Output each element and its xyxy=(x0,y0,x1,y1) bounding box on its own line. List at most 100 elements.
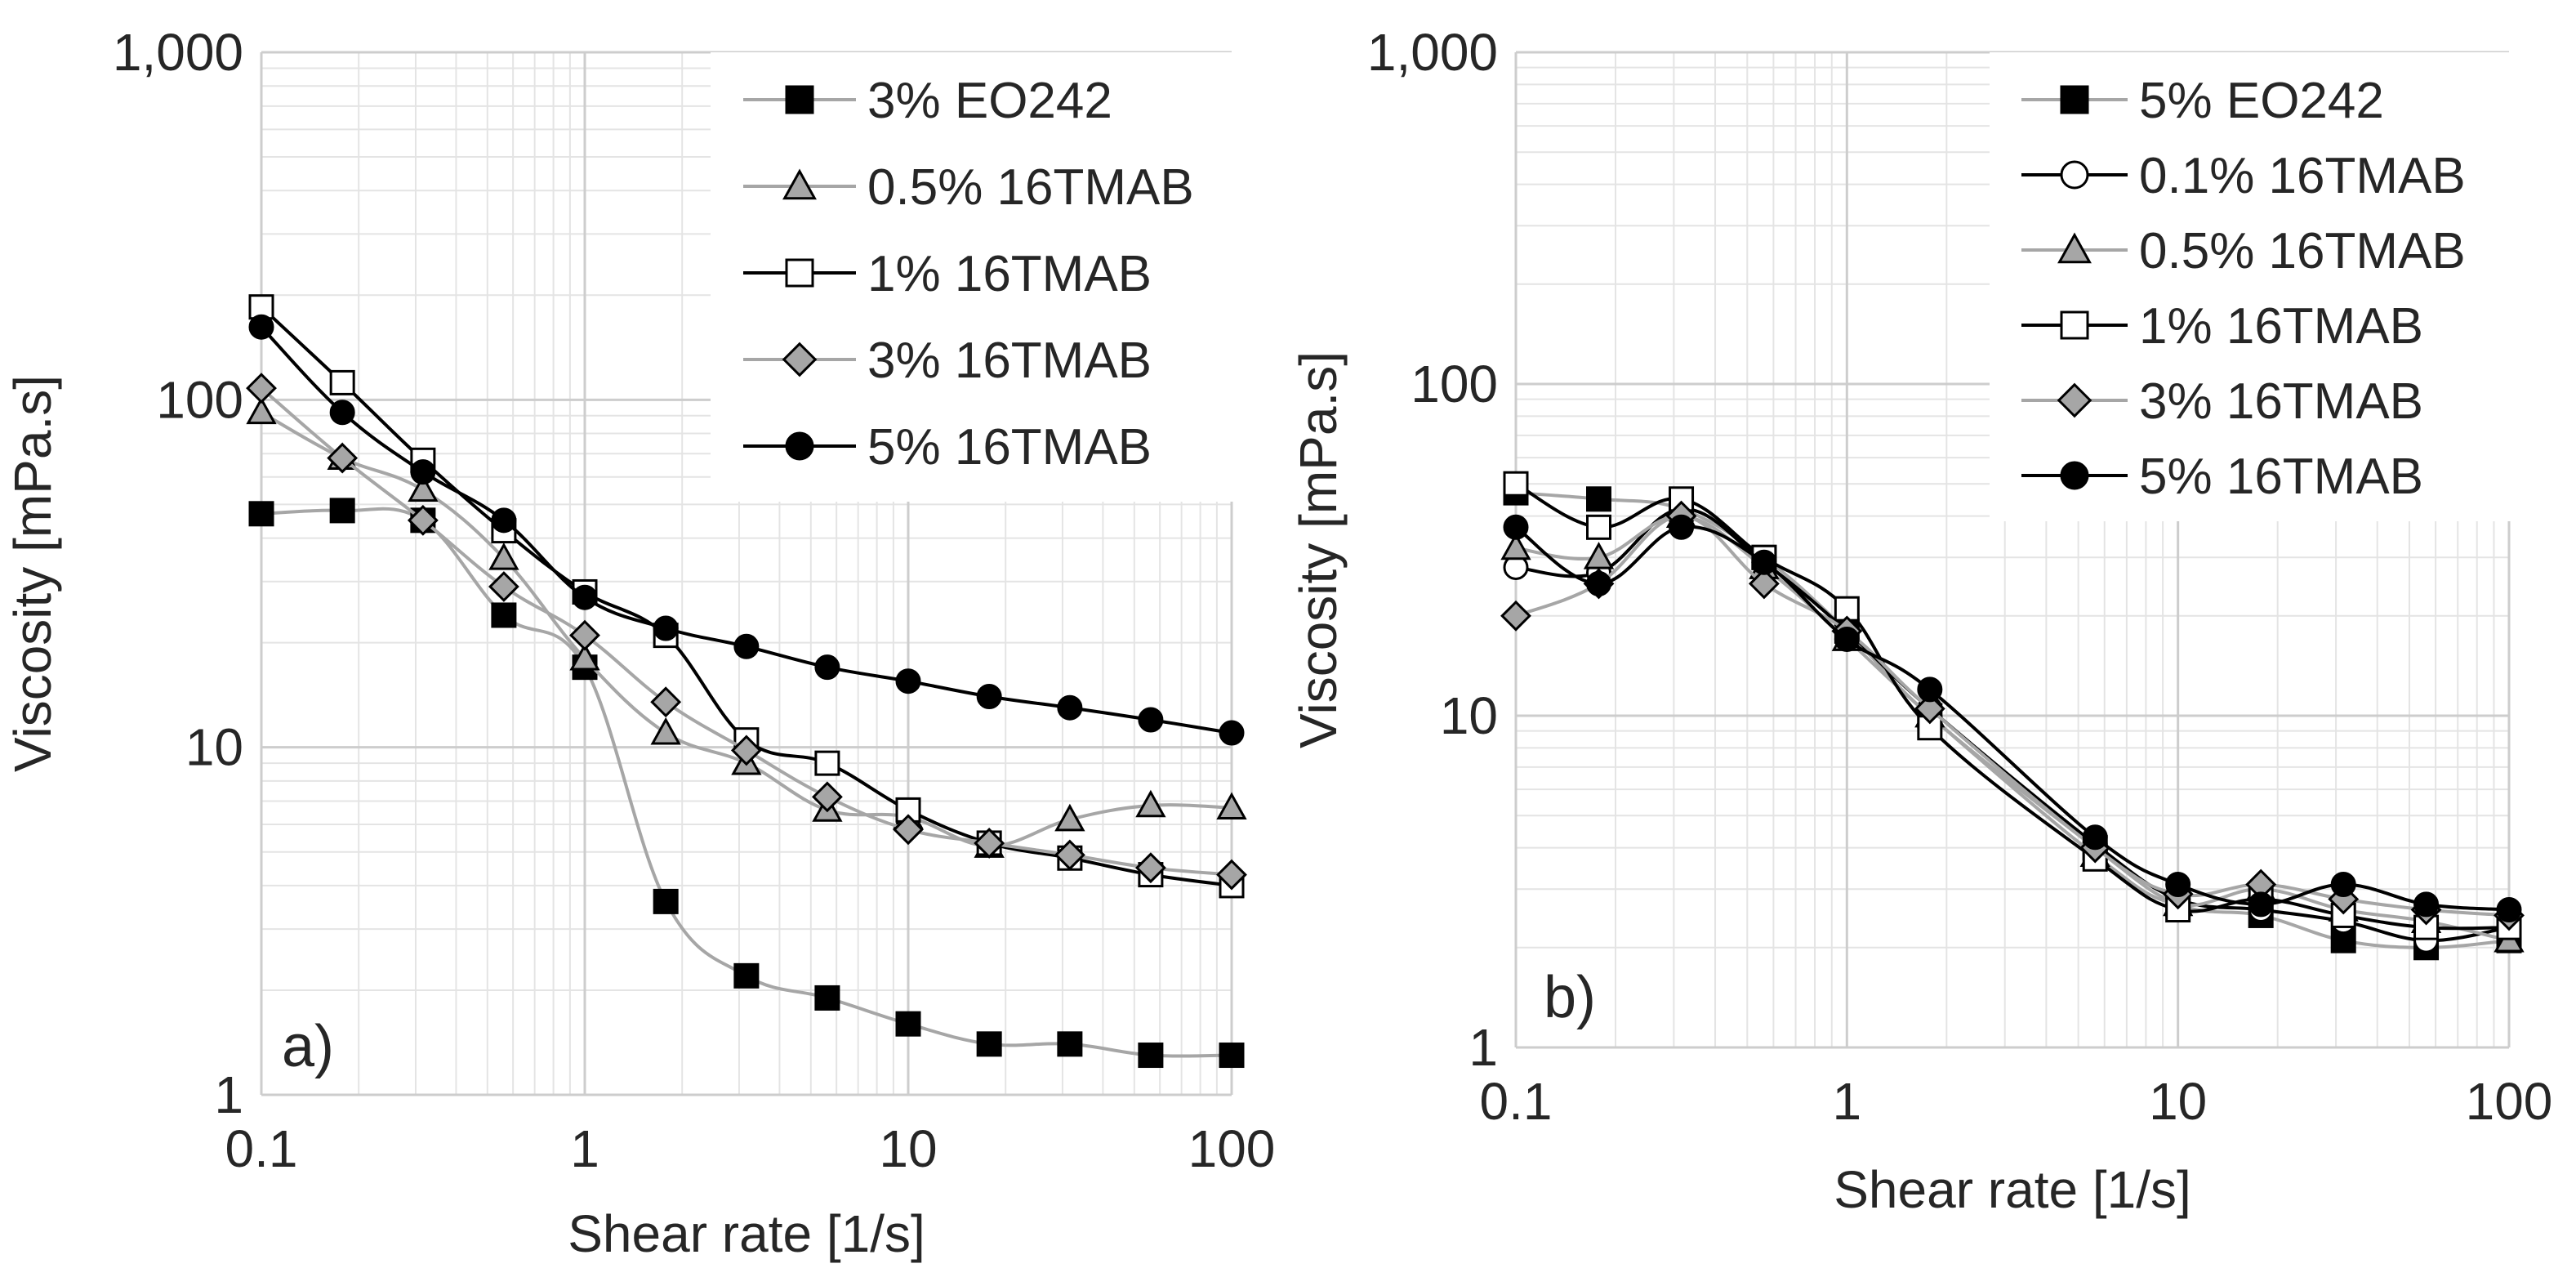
data-point xyxy=(246,373,277,404)
data-point xyxy=(814,750,840,776)
legend-label: 5% 16TMAB xyxy=(867,419,1152,476)
x-tick-label: 10 xyxy=(2149,1072,2207,1131)
data-point xyxy=(1586,486,1612,512)
data-point xyxy=(1586,514,1612,540)
series-3-eo242 xyxy=(248,498,1245,1069)
data-point xyxy=(811,781,843,813)
data-point xyxy=(2496,897,2522,923)
legend: 5% EO242 0.1% 16TMAB 0.5% 16TMAB 1% 16TMAB 3… xyxy=(1990,52,2512,521)
data-point xyxy=(895,668,921,694)
data-point xyxy=(893,814,924,846)
data-point xyxy=(572,584,598,610)
legend-label: 0.1% 16TMAB xyxy=(2139,148,2466,204)
data-point xyxy=(488,543,519,570)
legend-marker xyxy=(785,431,814,461)
data-point xyxy=(1216,859,1247,891)
data-point xyxy=(650,717,681,745)
series-line xyxy=(1515,482,2510,931)
data-point xyxy=(2248,891,2274,918)
data-point xyxy=(1135,789,1166,818)
y-tick-label: 10 xyxy=(1440,686,1498,745)
data-point xyxy=(248,314,274,340)
data-point xyxy=(1586,570,1612,596)
data-point xyxy=(814,985,840,1011)
legend-label: 5% EO242 xyxy=(2139,73,2384,129)
y-axis-title: Viscosity [mPa.s] xyxy=(3,375,62,772)
data-point xyxy=(2413,891,2440,918)
data-point xyxy=(1219,720,1245,746)
x-axis-title: Shear rate [1/s] xyxy=(568,1204,925,1263)
legend-marker xyxy=(2060,160,2089,190)
series-line xyxy=(1515,507,2510,943)
data-point xyxy=(814,654,840,681)
data-point xyxy=(1751,549,1777,575)
legend-marker xyxy=(782,168,817,200)
data-point xyxy=(1054,803,1085,832)
data-point xyxy=(733,962,760,989)
data-point xyxy=(488,571,519,602)
legend-label: 3% 16TMAB xyxy=(2139,373,2423,430)
data-point xyxy=(1138,1043,1164,1069)
y-tick-label: 100 xyxy=(156,370,243,429)
data-point xyxy=(1914,693,1945,725)
legend-marker xyxy=(2057,232,2092,264)
data-point xyxy=(1503,471,1529,497)
data-point xyxy=(1917,676,1943,703)
data-point xyxy=(569,619,600,651)
y-tick-label: 1,000 xyxy=(1367,23,1498,82)
x-tick-label: 1 xyxy=(1833,1072,1862,1131)
data-point xyxy=(1500,600,1531,632)
panel-label: a) xyxy=(282,1014,334,1079)
y-axis-title: Viscosity [mPa.s] xyxy=(1289,351,1348,748)
series-5-16tmab xyxy=(248,314,1245,746)
legend-box xyxy=(1990,52,2512,521)
data-point xyxy=(327,442,359,474)
legend-marker xyxy=(2060,85,2089,114)
x-tick-label: 100 xyxy=(2466,1072,2553,1131)
data-point xyxy=(407,504,439,536)
legend-label: 1% 16TMAB xyxy=(2139,298,2423,355)
x-tick-label: 1 xyxy=(570,1119,599,1178)
y-tick-label: 10 xyxy=(185,718,243,777)
data-point xyxy=(974,828,1005,859)
legend-label: 3% 16TMAB xyxy=(867,333,1152,389)
data-point xyxy=(246,396,277,425)
y-tick-label: 1,000 xyxy=(113,23,243,82)
data-point xyxy=(329,400,355,426)
data-point xyxy=(569,642,600,671)
legend-marker xyxy=(785,258,814,288)
data-point xyxy=(2082,824,2108,851)
data-point xyxy=(329,369,355,395)
data-point xyxy=(408,474,439,502)
data-point xyxy=(1500,532,1531,560)
data-point xyxy=(1669,514,1695,540)
x-tick-label: 0.1 xyxy=(225,1119,298,1178)
data-point xyxy=(1748,568,1780,600)
data-point xyxy=(1057,1031,1083,1057)
series-line xyxy=(1515,491,2510,949)
panel-label: b) xyxy=(1544,965,1596,1030)
data-point xyxy=(1216,792,1247,820)
legend-marker xyxy=(785,85,814,114)
x-tick-label: 100 xyxy=(1188,1119,1276,1178)
legend-label: 0.5% 16TMAB xyxy=(867,159,1194,216)
legend-label: 3% EO242 xyxy=(867,73,1112,129)
legend-label: 1% 16TMAB xyxy=(867,246,1152,302)
data-point xyxy=(895,1011,921,1037)
series-0-1-16tmab xyxy=(1503,496,2522,953)
data-point xyxy=(976,684,1002,710)
legend: 3% EO242 0.5% 16TMAB 1% 16TMAB 3% 16TMAB 5% … xyxy=(711,52,1233,502)
data-point xyxy=(1057,694,1083,721)
y-tick-label: 1 xyxy=(1468,1018,1498,1077)
data-point xyxy=(1583,542,1615,569)
data-point xyxy=(1054,839,1085,871)
y-tick-label: 100 xyxy=(1411,355,1498,413)
series-line xyxy=(1515,514,2510,943)
data-point xyxy=(976,1031,1002,1057)
data-point xyxy=(248,501,274,527)
data-point xyxy=(2330,872,2356,898)
legend-marker xyxy=(782,342,818,377)
